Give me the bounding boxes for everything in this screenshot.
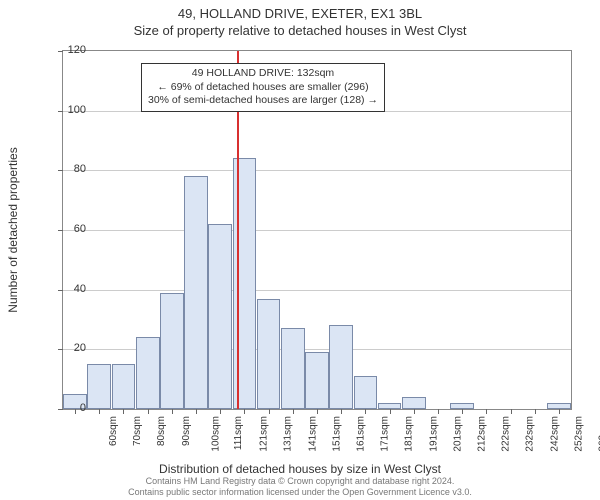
histogram-bar [87,364,111,409]
x-tick-mark [269,409,270,414]
footnote: Contains HM Land Registry data © Crown c… [0,476,600,498]
x-tick-label: 201sqm [452,416,463,452]
x-tick-label: 151sqm [331,416,342,452]
gridline-h [63,170,571,171]
x-tick-mark [99,409,100,414]
x-tick-mark [462,409,463,414]
histogram-bar [257,299,281,409]
histogram-bar [184,176,208,409]
x-tick-mark [172,409,173,414]
y-tick-label: 0 [46,402,86,414]
histogram-bar [354,376,378,409]
x-tick-mark [390,409,391,414]
x-tick-label: 171sqm [380,416,391,452]
x-tick-mark [148,409,149,414]
x-tick-label: 191sqm [428,416,439,452]
plot-area: 49 HOLLAND DRIVE: 132sqm ← 69% of detach… [62,50,572,410]
x-tick-mark [244,409,245,414]
histogram-bar [136,337,160,409]
x-tick-mark [293,409,294,414]
gridline-h [63,290,571,291]
x-tick-mark [438,409,439,414]
x-tick-label: 131sqm [283,416,294,452]
x-tick-mark [414,409,415,414]
histogram-bar [160,293,184,409]
y-tick-label: 60 [46,223,86,235]
x-tick-mark [535,409,536,414]
x-tick-mark [511,409,512,414]
y-axis-label: Number of detached properties [6,147,20,312]
x-tick-label: 252sqm [573,416,584,452]
histogram-bar [208,224,232,409]
x-tick-label: 121sqm [259,416,270,452]
y-tick-label: 80 [46,163,86,175]
histogram-bar [281,328,305,409]
x-tick-label: 161sqm [356,416,367,452]
x-tick-mark [486,409,487,414]
chart-container: 49, HOLLAND DRIVE, EXETER, EX1 3BL Size … [0,0,600,500]
x-axis-label: Distribution of detached houses by size … [0,462,600,476]
histogram-bar [329,325,353,409]
x-tick-label: 70sqm [132,416,143,446]
x-tick-mark [317,409,318,414]
annotation-line1: 49 HOLLAND DRIVE: 132sqm [148,67,378,81]
x-tick-mark [196,409,197,414]
histogram-bar [112,364,136,409]
x-tick-label: 100sqm [210,416,221,452]
x-tick-mark [220,409,221,414]
x-tick-mark [559,409,560,414]
gridline-h [63,230,571,231]
histogram-bar [402,397,426,409]
x-tick-label: 111sqm [233,416,244,450]
annotation-line3: 30% of semi-detached houses are larger (… [148,94,378,108]
footnote-line1: Contains HM Land Registry data © Crown c… [146,476,455,486]
annotation-line2: ← 69% of detached houses are smaller (29… [148,81,378,95]
x-tick-mark [365,409,366,414]
x-tick-label: 90sqm [181,416,192,446]
histogram-bar [305,352,329,409]
x-tick-label: 222sqm [501,416,512,452]
x-tick-label: 212sqm [477,416,488,452]
y-tick-label: 100 [46,104,86,116]
x-tick-label: 232sqm [525,416,536,452]
x-tick-label: 60sqm [108,416,119,446]
y-tick-label: 20 [46,342,86,354]
title-main: 49, HOLLAND DRIVE, EXETER, EX1 3BL [0,0,600,21]
annotation-box: 49 HOLLAND DRIVE: 132sqm ← 69% of detach… [141,63,385,112]
y-tick-label: 120 [46,44,86,56]
x-tick-label: 141sqm [307,416,318,452]
histogram-bar [233,158,257,409]
x-tick-mark [341,409,342,414]
title-sub: Size of property relative to detached ho… [0,21,600,38]
y-tick-label: 40 [46,283,86,295]
footnote-line2: Contains public sector information licen… [128,487,472,497]
x-tick-label: 80sqm [156,416,167,446]
x-tick-mark [123,409,124,414]
x-tick-label: 242sqm [549,416,560,452]
x-tick-label: 181sqm [404,416,415,452]
